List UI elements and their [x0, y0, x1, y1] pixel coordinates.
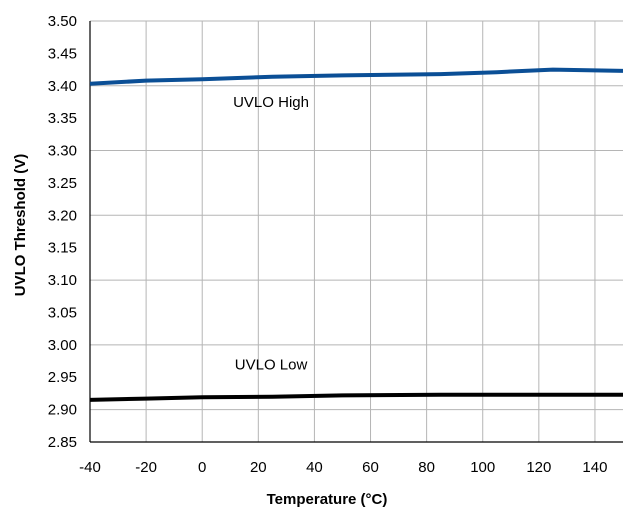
x-tick-label: 80	[418, 459, 435, 476]
y-tick-label: 3.40	[48, 78, 77, 95]
x-tick-label: 140	[582, 459, 607, 476]
y-tick-label: 3.20	[48, 207, 77, 224]
x-tick-label: -40	[79, 459, 101, 476]
y-tick-label: 3.35	[48, 110, 77, 127]
axes	[89, 21, 623, 443]
y-tick-label: 2.95	[48, 369, 77, 386]
y-axis-title: UVLO Threshold (V)	[12, 154, 29, 297]
annotation-label: UVLO Low	[235, 356, 308, 373]
y-tick-label: 3.25	[48, 175, 77, 192]
x-tick-label: 20	[250, 459, 267, 476]
y-tick-label: 3.30	[48, 143, 77, 160]
y-tick-label: 3.45	[48, 45, 77, 62]
annotation-label: UVLO High	[233, 94, 309, 111]
y-tick-label: 2.85	[48, 434, 77, 451]
y-tick-label: 3.10	[48, 272, 77, 289]
x-tick-label: 100	[470, 459, 495, 476]
series	[89, 67, 623, 402]
x-tick-label: 0	[198, 459, 206, 476]
x-axis-title: Temperature (°C)	[267, 491, 388, 508]
x-tick-label: 40	[306, 459, 323, 476]
x-tick-label: 60	[362, 459, 379, 476]
tick-labels: -40 -20 0 20 40 60 80 100 120 140 2.85 2.90 2.95 3.00…	[48, 13, 608, 476]
y-tick-label: 3.00	[48, 337, 77, 354]
y-tick-label: 2.90	[48, 402, 77, 419]
series-line-uvlo-high	[89, 67, 623, 86]
grid	[90, 20, 623, 442]
y-tick-label: 3.05	[48, 304, 77, 321]
y-tick-label: 3.50	[48, 13, 77, 30]
series-line-uvlo-low	[89, 392, 623, 402]
y-tick-label: 3.15	[48, 240, 77, 257]
x-tick-label: -20	[135, 459, 157, 476]
x-tick-label: 120	[526, 459, 551, 476]
annotations: UVLO High UVLO Low	[233, 94, 309, 373]
